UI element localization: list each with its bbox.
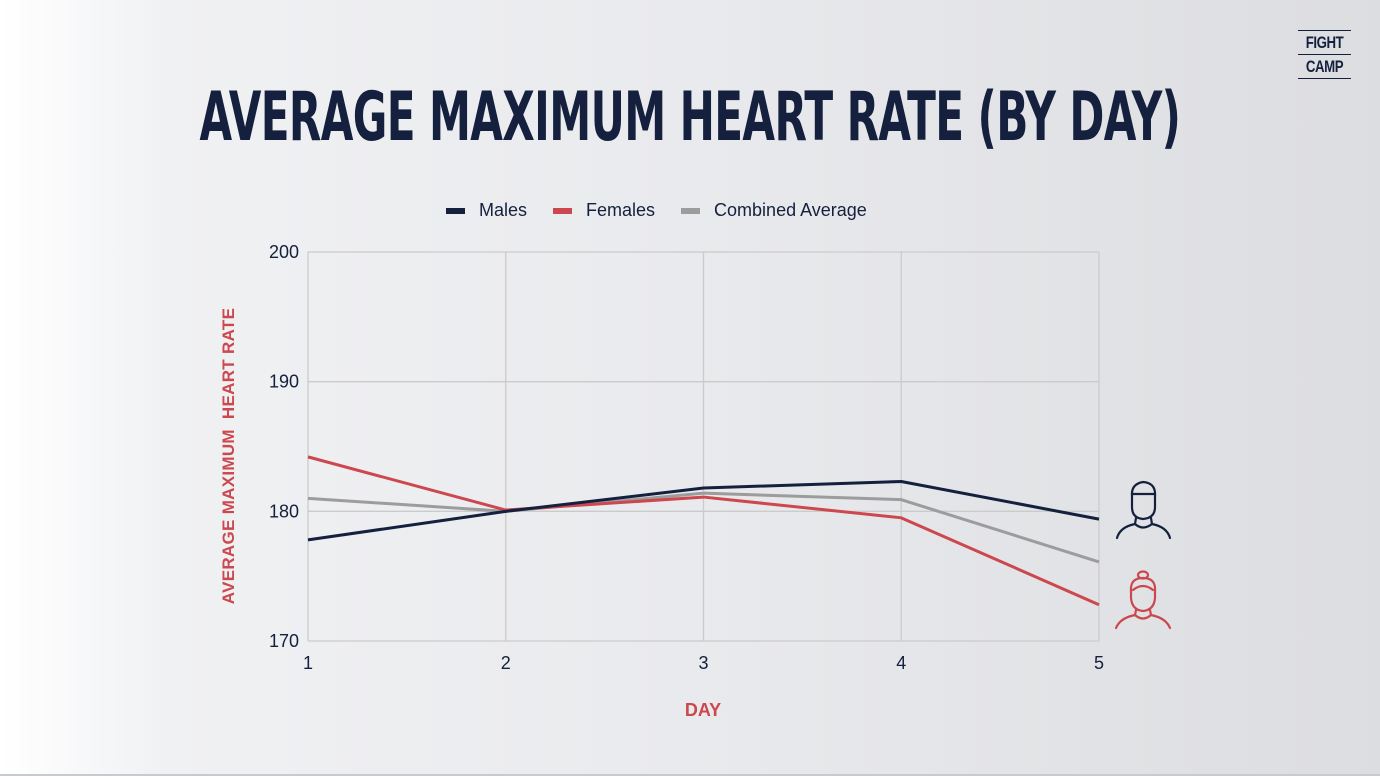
series-line-females xyxy=(307,455,1100,607)
x-tick-label: 3 xyxy=(698,653,708,673)
series-line-combined-average xyxy=(307,491,1100,564)
y-tick-label: 170 xyxy=(269,631,299,651)
logo-rule-middle xyxy=(1298,54,1351,55)
female-avatar-icon xyxy=(1114,570,1172,630)
logo-line-1: FIGHT xyxy=(1305,33,1344,52)
x-tick-label: 5 xyxy=(1094,653,1104,673)
bottom-border xyxy=(0,774,1380,776)
legend-label-females: Females xyxy=(586,200,656,220)
legend-item-combined: Combined Average xyxy=(681,200,867,221)
y-tick-label: 190 xyxy=(269,372,299,392)
x-tick-label: 1 xyxy=(303,653,313,673)
y-tick-label: 180 xyxy=(269,501,299,521)
legend-item-males: Males xyxy=(446,200,527,221)
logo-rule-bottom xyxy=(1298,78,1351,79)
page-title-wrapper: AVERAGE MAXIMUM HEART RATE (BY DAY) xyxy=(0,80,1380,156)
chart-ticks: 170 180 190 200 1 2 3 4 5 xyxy=(269,242,1104,673)
male-avatar-icon xyxy=(1115,480,1172,540)
legend-swatch-females xyxy=(553,207,573,214)
chart-grid xyxy=(307,251,1100,642)
x-axis-label: DAY xyxy=(684,700,722,720)
legend-item-females: Females xyxy=(553,200,655,221)
legend-label-combined: Combined Average xyxy=(714,200,867,220)
legend-swatch-males xyxy=(446,207,465,214)
chart-legend: Males Females Combined Average xyxy=(446,200,893,221)
logo-rule-top xyxy=(1298,30,1351,31)
legend-label-males: Males xyxy=(479,200,528,220)
x-tick-label: 2 xyxy=(501,653,511,673)
page-title: AVERAGE MAXIMUM HEART RATE (BY DAY) xyxy=(199,78,1181,157)
series-line-males xyxy=(307,480,1100,542)
fightcamp-logo: FIGHT CAMP xyxy=(1298,30,1351,80)
y-tick-label: 200 xyxy=(269,242,299,262)
legend-swatch-combined xyxy=(681,207,701,214)
x-tick-label: 4 xyxy=(896,653,906,673)
chart-series xyxy=(307,455,1100,607)
logo-line-2: CAMP xyxy=(1305,57,1344,76)
